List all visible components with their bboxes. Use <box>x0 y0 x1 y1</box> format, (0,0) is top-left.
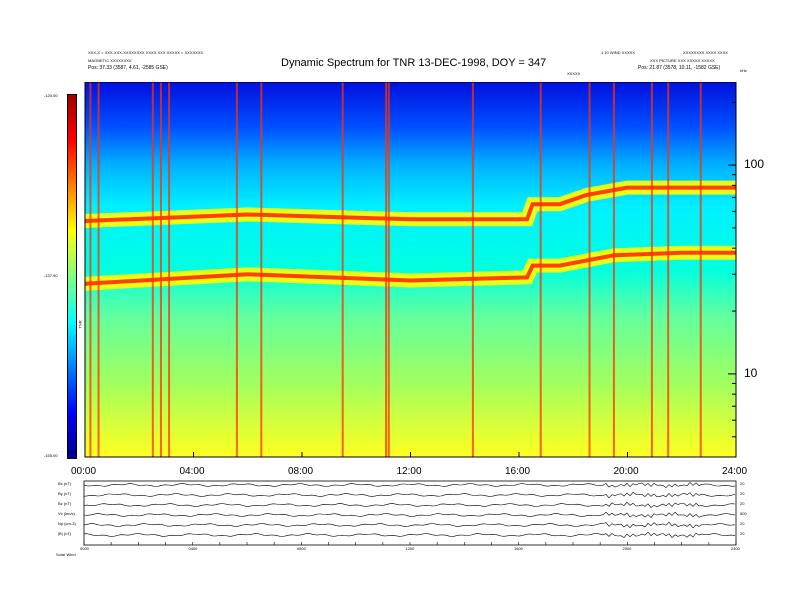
spectrogram-background <box>85 82 736 457</box>
panel-tick-label: 2000 <box>622 546 632 551</box>
panel-trace <box>83 531 736 539</box>
panel-trace <box>83 511 736 519</box>
x-tick-label: 08:00 <box>288 466 314 477</box>
event-label: XXXXX <box>567 71 581 76</box>
emission-band <box>84 185 736 223</box>
panel-row-label: |B| (nT) <box>58 531 72 536</box>
colorbar-bottom-label: -155.00 <box>44 453 58 458</box>
y-tick-label: 100 <box>744 157 765 172</box>
header-right-line2: XXXXXXXX XXXX XXXX <box>683 50 728 55</box>
panel-right-label: 500 <box>740 511 747 516</box>
panel-tick-label: 0000 <box>80 546 89 551</box>
x-tick-label: 16:00 <box>505 466 531 477</box>
panel-trace <box>83 481 736 488</box>
panel-right-label: 20 <box>740 501 745 506</box>
panel-tick-label: 0800 <box>297 546 306 551</box>
panel-trace <box>83 501 736 509</box>
header-right-position: Pos: 21.87 (3578, 10.11, -1582 GSE) <box>638 65 721 71</box>
x-tick-label: 20:00 <box>613 466 639 477</box>
page-title: Dynamic Spectrum for TNR 13-DEC-1998, DO… <box>281 57 547 69</box>
panel-tick-label: 1200 <box>405 546 415 551</box>
panel-row-label: By (nT) <box>58 491 72 496</box>
panel-tick-label: 1600 <box>514 546 523 551</box>
header-right-line1: 1.10 WIND XXXXX <box>601 50 636 55</box>
panel-tick-label: 0400 <box>188 546 198 551</box>
x-tick-label: 04:00 <box>179 466 205 477</box>
panel-tick-label: 2400 <box>731 546 740 551</box>
bottom-corner-label: Solar Wind <box>56 552 76 557</box>
panel-trace <box>83 492 736 499</box>
header-left-line2: MAGNETIC XXXXXXXX <box>88 58 132 63</box>
colorbar <box>67 94 77 459</box>
panel-right-label: 20 <box>740 491 745 496</box>
colorbar-mid-label: -137.50 <box>44 273 58 278</box>
panel-trace <box>83 521 736 529</box>
panel-right-label: 20 <box>740 531 745 536</box>
panel-row-label: Vx (km/s) <box>58 511 75 516</box>
spectrogram <box>84 82 737 458</box>
panel-right-label: 20 <box>740 481 745 486</box>
panel-row-label: Np (cm-3) <box>58 521 76 526</box>
emission-band <box>84 250 736 286</box>
x-tick-label: 00:00 <box>71 466 97 477</box>
y-tick-label: 10 <box>744 365 758 380</box>
header-left-line1: XXX-X = XXX-XXX-XXXXXXXX XXXX XXX XXXXX … <box>88 50 204 55</box>
colorbar-side-label: TNR <box>77 320 83 329</box>
x-tick-label: 12:00 <box>396 466 422 477</box>
colorbar-top-label: -120.00 <box>44 93 58 98</box>
x-tick-label: 24:00 <box>722 466 748 477</box>
header-left-position: Pos: 37.33 (3587, 4.61, -2585 GSE) <box>88 65 168 71</box>
header-right-line3: XXX PICTURE XXX XXXXX XXXXX <box>650 58 715 63</box>
panel-right-label: 20 <box>740 521 745 526</box>
khz-label: kHz <box>740 68 747 73</box>
panel-row-label: Bx (nT) <box>58 481 72 486</box>
panel-row-label: Bz (nT) <box>58 501 72 506</box>
solar-wind-panel <box>83 480 737 546</box>
